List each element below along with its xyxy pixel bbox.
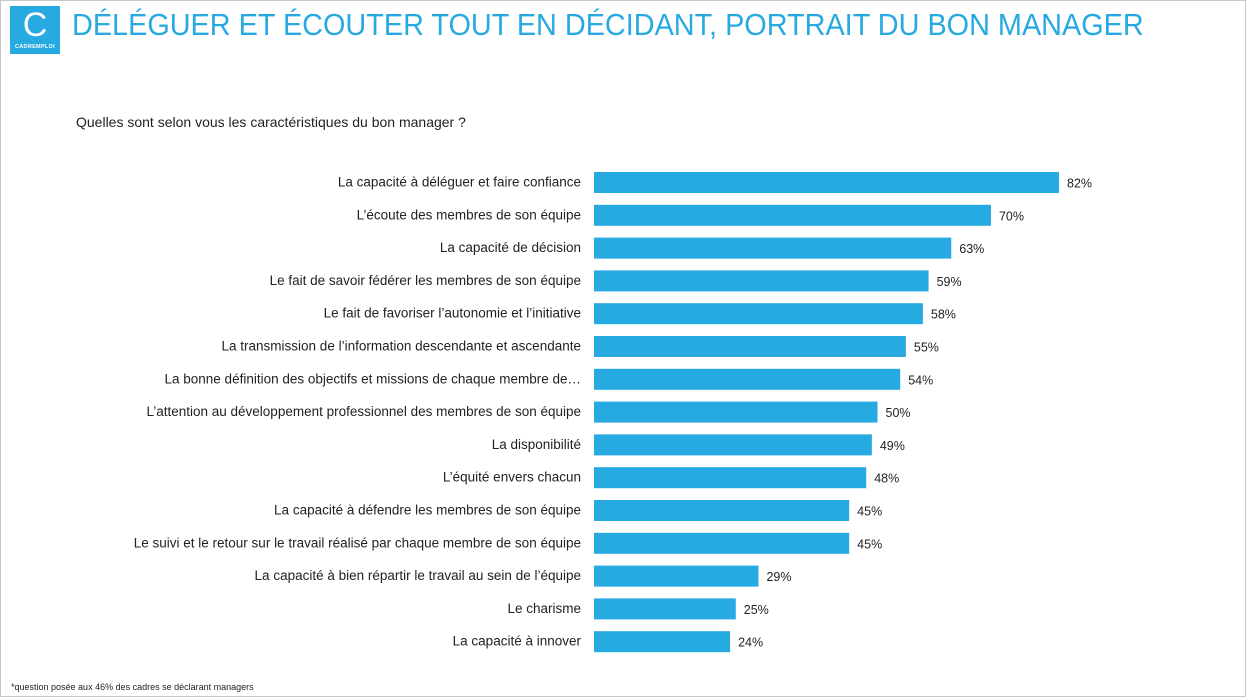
category-label: Le charisme <box>507 601 581 616</box>
chart-question: Quelles sont selon vous les caractéristi… <box>76 114 466 130</box>
value-label: 59% <box>937 275 962 289</box>
category-label: Le fait de savoir fédérer les membres de… <box>270 273 581 288</box>
category-label: L’attention au développement professionn… <box>146 404 581 419</box>
category-label: La capacité à défendre les membres de so… <box>274 503 581 518</box>
value-label: 45% <box>857 505 882 519</box>
bar <box>594 401 878 423</box>
category-label: La capacité à déléguer et faire confianc… <box>338 175 581 190</box>
category-label: Le fait de favoriser l’autonomie et l’in… <box>324 306 581 321</box>
bar <box>594 631 731 653</box>
value-label: 54% <box>908 373 933 387</box>
value-label: 55% <box>914 341 939 355</box>
bar <box>594 500 850 521</box>
bar <box>594 237 952 259</box>
category-label: L’équité envers chacun <box>443 470 581 485</box>
bar <box>594 172 1059 193</box>
value-label: 82% <box>1067 177 1092 191</box>
bar <box>594 467 867 489</box>
value-label: 45% <box>857 537 882 551</box>
value-label: 58% <box>931 308 956 322</box>
value-label: 48% <box>874 472 899 486</box>
category-label: La capacité à bien répartir le travail a… <box>255 568 581 583</box>
category-label: La transmission de l’information descend… <box>222 339 581 354</box>
bar <box>594 532 850 554</box>
value-label: 29% <box>766 570 791 584</box>
category-label: Le suivi et le retour sur le travail réa… <box>134 535 581 550</box>
page-title: DÉLÉGUER ET ÉCOUTER TOUT EN DÉCIDANT, PO… <box>72 7 1144 42</box>
category-label: La capacité à innover <box>453 634 582 649</box>
logo-letter: C <box>22 6 48 44</box>
category-label: La bonne définition des objectifs et mis… <box>165 371 582 386</box>
bar <box>594 270 929 292</box>
category-label: La disponibilité <box>492 437 581 452</box>
bar <box>594 303 923 325</box>
footnote: *question posée aux 46% des cadres se dé… <box>11 682 254 692</box>
category-label: La capacité de décision <box>440 240 581 255</box>
value-label: 70% <box>999 209 1024 223</box>
bar <box>594 336 906 357</box>
bar <box>594 598 736 620</box>
cadremploi-logo: C CADREMPLOI <box>10 6 60 54</box>
logo-text: CADREMPLOI <box>15 44 55 50</box>
bar <box>594 434 872 456</box>
value-label: 63% <box>959 242 984 256</box>
value-label: 25% <box>744 603 769 617</box>
value-label: 50% <box>886 406 911 420</box>
bar <box>594 565 759 587</box>
value-label: 24% <box>738 636 763 650</box>
category-label: L’écoute des membres de son équipe <box>357 207 581 222</box>
bar <box>594 368 901 390</box>
bar <box>594 204 991 226</box>
value-label: 49% <box>880 439 905 453</box>
